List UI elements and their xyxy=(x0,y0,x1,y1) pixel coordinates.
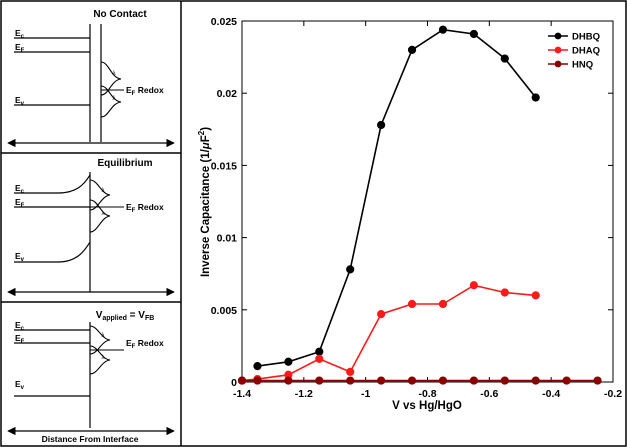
ev-label: Ev xyxy=(15,95,25,107)
ec-label: Ec xyxy=(15,28,25,40)
data-point-dhbq xyxy=(377,120,386,130)
panel-title-flat-band: Vapplied = VFB xyxy=(96,310,155,322)
y-tick-label: 0.01 xyxy=(217,233,238,245)
lambda-upper: λ xyxy=(102,333,105,339)
y-axis: 0 0.005 0.01 0.015 0.02 0.025 xyxy=(211,16,613,389)
data-point-hnq xyxy=(377,376,386,385)
x-tick-label: -0.6 xyxy=(480,388,498,400)
ec-label: Ec xyxy=(15,320,25,332)
chart-legend: DHBQ DHAQ HNQ xyxy=(548,32,600,71)
y-tick-label: 0 xyxy=(231,377,237,389)
data-point-dhbq xyxy=(407,45,417,54)
ef-label: EF xyxy=(15,333,25,345)
series-line-dhbq xyxy=(257,28,537,367)
data-point-dhaq xyxy=(531,291,540,300)
data-point-dhaq xyxy=(346,367,355,376)
data-point-dhbq xyxy=(469,29,478,39)
ev-label: Ev xyxy=(15,251,25,263)
legend-swatch-marker xyxy=(554,60,562,68)
ef-redox-label: EF Redox xyxy=(126,85,164,97)
ef-redox-label: EF Redox xyxy=(126,338,164,350)
data-point-hnq xyxy=(346,376,355,385)
data-point-dhaq xyxy=(315,354,324,363)
y-tick-label: 0.015 xyxy=(211,160,237,172)
data-point-dhaq xyxy=(377,310,386,319)
band-panel-equilibrium: Equilibrium Ec EF Ev λ λ EF Redox xyxy=(7,158,175,297)
redox-dos-lower xyxy=(100,85,122,118)
data-point-dhbq xyxy=(315,347,324,356)
ec-label: Ec xyxy=(15,183,25,195)
lambda-lower: λ xyxy=(102,211,105,217)
redox-dos-upper xyxy=(89,325,111,355)
y-axis-title: Inverse Capacitance (1/μF2) xyxy=(197,127,212,277)
x-axis-title: V vs Hg/HgO xyxy=(392,400,462,412)
x-tick-label: -1 xyxy=(361,388,370,400)
data-point-hnq xyxy=(531,376,540,385)
y-tick-label: 0.025 xyxy=(211,16,237,28)
legend-label-dhbq: DHBQ xyxy=(572,32,600,43)
x-tick-label: -0.2 xyxy=(604,388,622,400)
legend-swatch-marker xyxy=(554,46,562,54)
lambda-lower: λ xyxy=(102,355,105,361)
data-point-hnq xyxy=(500,376,509,385)
data-point-dhaq xyxy=(438,299,448,309)
data-point-dhbq xyxy=(284,357,293,366)
panel-title-equilibrium: Equilibrium xyxy=(98,158,153,169)
legend-label-dhaq: DHAQ xyxy=(572,46,600,57)
redox-dos-lower xyxy=(89,345,111,375)
data-point-dhbq xyxy=(346,265,355,274)
redox-dos-lower xyxy=(89,199,111,233)
legend-label-hnq: HNQ xyxy=(572,60,593,71)
data-point-hnq xyxy=(469,376,478,385)
ev-band-bent xyxy=(14,241,91,263)
data-point-dhbq xyxy=(253,362,262,371)
data-point-dhbq xyxy=(500,54,509,63)
ef-label: EF xyxy=(15,197,25,209)
data-point-hnq xyxy=(315,376,324,385)
band-panel-no-contact: No Contact Ec EF Ev λ λ EF Redox xyxy=(7,9,175,148)
data-point-hnq xyxy=(562,376,571,385)
data-point-hnq xyxy=(438,376,448,385)
ec-band-bent xyxy=(14,174,91,194)
ef-redox-label: EF Redox xyxy=(126,202,164,214)
x-tick-label: -1.4 xyxy=(233,388,251,400)
data-point-hnq xyxy=(284,376,293,385)
data-point-hnq xyxy=(407,376,417,385)
data-point-hnq xyxy=(593,376,602,385)
ef-label: EF xyxy=(15,42,25,54)
lambda-lower: λ xyxy=(113,96,116,102)
data-point-dhbq xyxy=(438,25,448,34)
y-tick-label: 0.005 xyxy=(211,305,237,317)
plot-area xyxy=(241,20,614,383)
x-tick-label: -0.4 xyxy=(542,388,560,400)
lambda-upper: λ xyxy=(113,71,116,77)
panel-title-no-contact: No Contact xyxy=(93,9,147,20)
x-tick-label: -0.8 xyxy=(418,388,436,400)
data-point-hnq xyxy=(253,376,262,385)
lambda-upper: λ xyxy=(102,188,105,194)
legend-swatch-marker xyxy=(554,32,562,40)
x-tick-label: -1.2 xyxy=(295,388,313,400)
data-point-dhaq xyxy=(500,288,509,297)
series-points xyxy=(237,25,602,385)
data-point-hnq xyxy=(237,376,247,385)
ev-label: Ev xyxy=(15,379,25,391)
redox-dos-upper xyxy=(100,61,122,96)
data-point-dhaq xyxy=(407,299,417,309)
band-panel-flat-band: Vapplied = VFB Ec EF Ev λ λ EF Redox Dis… xyxy=(7,310,175,444)
data-point-dhaq xyxy=(469,281,478,290)
data-point-dhbq xyxy=(531,93,540,102)
distance-axis-label: Distance From Interface xyxy=(42,434,139,444)
redox-dos-upper xyxy=(89,179,111,211)
y-tick-label: 0.02 xyxy=(217,88,238,100)
x-axis: -1.4 -1.2 -1 -0.8 -0.6 -0.4 -0.2 xyxy=(233,21,622,400)
